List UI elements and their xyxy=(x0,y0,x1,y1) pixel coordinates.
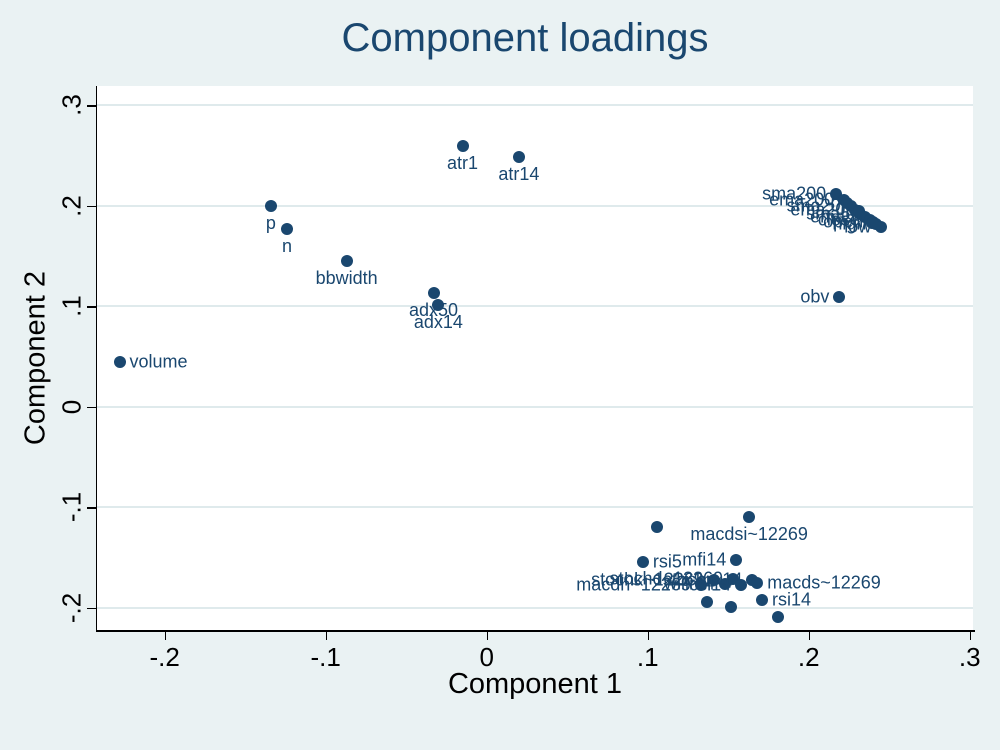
x-tick-label: .3 xyxy=(958,642,981,672)
data-point xyxy=(756,593,769,606)
point-label: open xyxy=(823,211,864,232)
x-tick-mark xyxy=(969,631,972,640)
data-point xyxy=(772,610,785,623)
data-point xyxy=(694,578,707,591)
point-label: sma20 xyxy=(786,195,841,216)
point-label: atr14 xyxy=(498,164,540,185)
data-point xyxy=(340,254,353,267)
point-label: adx14 xyxy=(413,312,463,333)
point-label: high xyxy=(832,213,867,234)
y-gridline xyxy=(97,506,973,509)
point-label: ema20 xyxy=(790,199,846,220)
x-tick-mark xyxy=(325,631,328,640)
point-label: stochd~12269 xyxy=(609,568,724,589)
point-label: sma5 xyxy=(806,203,851,224)
x-tick-label: .2 xyxy=(797,642,820,672)
point-label: ema5 xyxy=(810,206,856,227)
point-label: macdsi~12269 xyxy=(690,524,808,545)
point-label: stochr~14 xyxy=(662,569,743,590)
y-axis-line xyxy=(95,86,97,632)
y-axis-title: Component 2 xyxy=(19,270,52,446)
y-tick-mark xyxy=(87,306,96,308)
point-label: cci14 xyxy=(689,574,732,595)
point-label: adx50 xyxy=(409,300,459,321)
point-label: close xyxy=(817,209,860,230)
point-label: volume xyxy=(129,351,188,372)
y-tick-label: .1 xyxy=(56,295,87,318)
point-label: p xyxy=(265,212,276,233)
y-tick-label: -.2 xyxy=(56,592,87,624)
point-label: sma200 xyxy=(762,183,827,204)
x-tick-label: .1 xyxy=(636,642,659,672)
data-point xyxy=(512,151,525,164)
y-tick-mark xyxy=(87,507,96,509)
data-point xyxy=(730,553,743,566)
point-label: rsi14 xyxy=(772,589,812,610)
point-label: ema200 xyxy=(769,189,835,210)
x-axis-title: Component 1 xyxy=(447,668,623,700)
point-label: n xyxy=(281,235,293,256)
data-point xyxy=(735,578,748,591)
y-tick-mark xyxy=(87,105,96,107)
x-axis-line xyxy=(95,630,975,632)
data-point xyxy=(707,573,720,586)
point-label: obv xyxy=(800,286,830,307)
data-point xyxy=(875,220,888,233)
data-point xyxy=(743,511,756,524)
x-tick-label: -.2 xyxy=(149,642,180,672)
point-label: willr14 xyxy=(663,573,715,594)
point-label: bbwidth xyxy=(315,267,378,288)
point-label: atr1 xyxy=(447,153,479,174)
chart-title: Component loadings xyxy=(341,16,709,60)
point-label: stochk~12269 xyxy=(591,569,704,590)
y-tick-label: -.1 xyxy=(56,492,87,523)
data-point xyxy=(427,287,440,300)
y-gridline xyxy=(97,305,973,308)
data-point xyxy=(865,216,878,229)
point-label: macdh~12269 xyxy=(576,574,691,595)
x-tick-mark xyxy=(808,631,811,640)
plot-area: volume p n bbwidth adx50 adx14 atr1 atr14 obv sma… xyxy=(97,86,973,630)
point-label: macds~12269 xyxy=(767,572,881,593)
x-tick-label: 0 xyxy=(479,642,494,672)
x-tick-label: -.1 xyxy=(310,642,341,672)
point-label: rsi5 xyxy=(652,551,682,572)
x-tick-mark xyxy=(486,631,489,640)
y-gridline xyxy=(97,104,973,107)
y-gridline xyxy=(97,405,973,408)
data-point xyxy=(852,204,865,217)
point-label: low xyxy=(844,216,872,237)
point-label: mfi14 xyxy=(682,549,727,570)
data-point xyxy=(432,299,445,312)
y-tick-label: .2 xyxy=(56,194,87,217)
data-point xyxy=(651,521,664,534)
data-point xyxy=(281,222,293,235)
data-point xyxy=(833,291,846,304)
data-point xyxy=(841,196,854,209)
data-point xyxy=(751,576,764,589)
y-tick-mark xyxy=(87,205,96,208)
data-point xyxy=(456,140,469,153)
y-tick-mark xyxy=(87,406,96,409)
data-point xyxy=(113,355,126,368)
data-point xyxy=(725,600,738,613)
y-tick-mark xyxy=(87,607,96,610)
y-gridline xyxy=(97,204,973,207)
data-point xyxy=(701,595,714,608)
data-point xyxy=(636,555,649,568)
x-tick-mark xyxy=(164,631,167,640)
y-tick-label: .3 xyxy=(56,94,87,116)
y-tick-label: 0 xyxy=(56,399,87,414)
data-point xyxy=(264,199,277,212)
y-gridline xyxy=(97,606,973,609)
x-tick-mark xyxy=(647,631,650,640)
